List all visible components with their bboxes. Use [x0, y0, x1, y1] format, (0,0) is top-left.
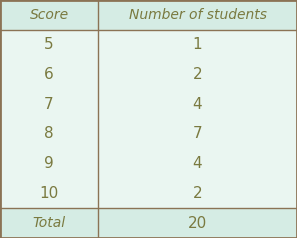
- Text: 5: 5: [44, 37, 54, 52]
- Bar: [0, 178, 297, 208]
- Text: 10: 10: [40, 186, 59, 201]
- Bar: [0, 60, 297, 89]
- Text: 2: 2: [193, 186, 202, 201]
- Text: 4: 4: [193, 97, 202, 112]
- Text: 8: 8: [44, 126, 54, 141]
- Text: 6: 6: [44, 67, 54, 82]
- Text: 2: 2: [193, 67, 202, 82]
- Text: 9: 9: [44, 156, 54, 171]
- Bar: [0, 149, 297, 178]
- Bar: [0, 89, 297, 119]
- Text: Number of students: Number of students: [129, 8, 266, 22]
- Bar: [0, 119, 297, 149]
- Text: 1: 1: [193, 37, 202, 52]
- Text: 7: 7: [44, 97, 54, 112]
- Text: Score: Score: [29, 8, 69, 22]
- Text: Total: Total: [32, 216, 66, 230]
- Bar: [0, 0, 297, 30]
- Text: 4: 4: [193, 156, 202, 171]
- Bar: [0, 208, 297, 238]
- Text: 20: 20: [188, 216, 207, 231]
- Text: 7: 7: [193, 126, 202, 141]
- Bar: [0, 30, 297, 60]
